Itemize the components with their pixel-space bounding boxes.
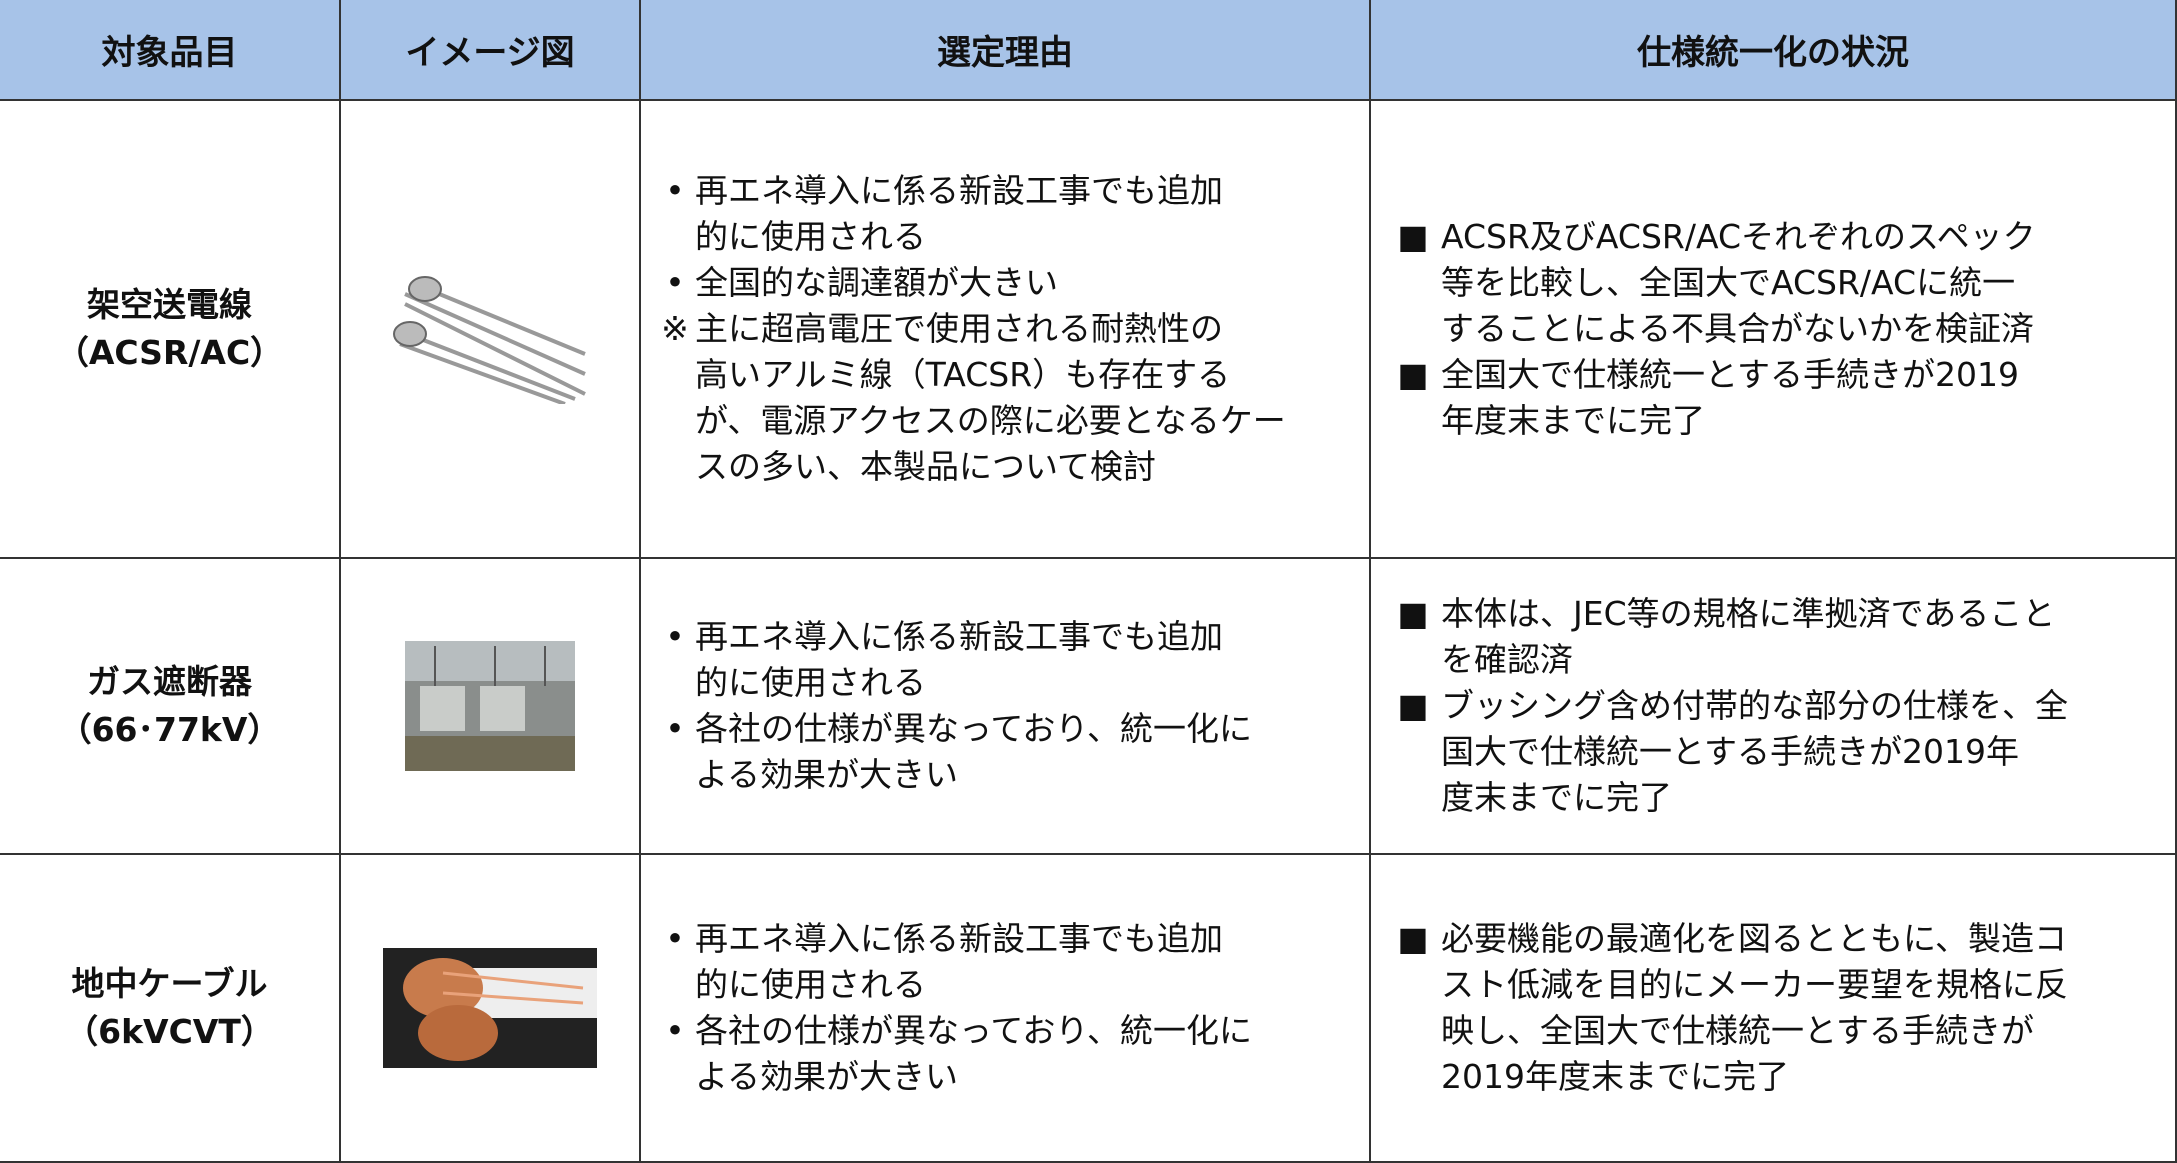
bullet-text: 再エネ導入に係る新設工事でも追加 的に使用される — [695, 168, 1223, 260]
bullet-marker: • — [665, 171, 685, 210]
bullet-marker: ※ — [661, 309, 689, 348]
text-line: 全国的な調達額が大きい — [695, 263, 1058, 302]
image-underground-cable — [383, 948, 597, 1068]
bullet-text: 必要機能の最適化を図るとともに、製造コ スト低減を目的にメーカー要望を規格に反 映し… — [1441, 916, 2068, 1100]
bullet-text: ブッシング含め付帯的な部分の仕様を、全 国大で仕様統一とする手続きが2019年 度末… — [1441, 683, 2068, 821]
text-line: 主に超高電圧で使用される耐熱性の — [695, 309, 1223, 348]
text-line: 映し、全国大で仕様統一とする手続きが — [1441, 1011, 2035, 1050]
bullet-item: • 再エネ導入に係る新設工事でも追加 的に使用される — [655, 614, 1369, 706]
item-name: 地中ケーブル — [71, 964, 268, 1003]
text-line: よる効果が大きい — [695, 755, 959, 794]
text-line: よる効果が大きい — [695, 1057, 959, 1096]
bullet-item: • 各社の仕様が異なっており、統一化に よる効果が大きい — [655, 706, 1369, 798]
text-line: 的に使用される — [695, 663, 926, 702]
text-line: ACSR及びACSR/ACそれぞれのスペック — [1441, 217, 2036, 256]
text-line: 年度末までに完了 — [1441, 401, 1705, 440]
text-line: 等を比較し、全国大でACSR/ACに統一 — [1441, 263, 2016, 302]
bullet-marker: • — [665, 263, 685, 302]
status-cell: ■ 本体は、JEC等の規格に準拠済であること を確認済 ■ ブッシング含め付帯的な部分の… — [1371, 559, 2177, 855]
reason-cell: • 再エネ導入に係る新設工事でも追加 的に使用される • 全国的な調達額が大きい ※ 主に超… — [641, 101, 1371, 559]
item-name: （66･77kV） — [58, 710, 281, 749]
bullet-text: 各社の仕様が異なっており、統一化に よる効果が大きい — [695, 706, 1252, 798]
bullet-marker: • — [665, 919, 685, 958]
text-line: 的に使用される — [695, 217, 926, 256]
bullet-marker: ■ — [1397, 686, 1429, 725]
bullet-marker: • — [665, 617, 685, 656]
reason-cell: • 再エネ導入に係る新設工事でも追加 的に使用される • 各社の仕様が異なっており、統一… — [641, 559, 1371, 855]
text-line: 各社の仕様が異なっており、統一化に — [695, 709, 1253, 748]
text-line: を確認済 — [1441, 640, 1573, 679]
bullet-text: ACSR及びACSR/ACそれぞれのスペック 等を比較し、全国大でACSR/ACに… — [1441, 214, 2036, 352]
text-line: 国大で仕様統一とする手続きが2019年 — [1441, 732, 2019, 771]
header-cell: 選定理由 — [641, 0, 1371, 101]
bullet-text: 再エネ導入に係る新設工事でも追加 的に使用される — [695, 614, 1223, 706]
bullet-item: • 再エネ導入に係る新設工事でも追加 的に使用される — [655, 168, 1369, 260]
text-line: 高いアルミ線（TACSR）も存在する — [695, 355, 1231, 394]
bullet-item: • 再エネ導入に係る新設工事でも追加 的に使用される — [655, 916, 1369, 1008]
bullet-marker: ■ — [1397, 594, 1429, 633]
header-cell: イメージ図 — [341, 0, 641, 101]
text-line: ブッシング含め付帯的な部分の仕様を、全 — [1441, 686, 2068, 725]
text-line: 再エネ導入に係る新設工事でも追加 — [695, 171, 1223, 210]
bullet-marker: • — [665, 1011, 685, 1050]
bullet-item: ■ ACSR及びACSR/ACそれぞれのスペック 等を比較し、全国大でACSR/AC… — [1385, 214, 2175, 352]
status-cell: ■ 必要機能の最適化を図るとともに、製造コ スト低減を目的にメーカー要望を規格に反映… — [1371, 855, 2177, 1163]
image-gas-breaker — [405, 641, 575, 771]
bullet-text: 各社の仕様が異なっており、統一化に よる効果が大きい — [695, 1008, 1252, 1100]
bullet-item: ■ 本体は、JEC等の規格に準拠済であること を確認済 — [1385, 591, 2175, 683]
text-line: 再エネ導入に係る新設工事でも追加 — [695, 617, 1223, 656]
image-cell — [341, 559, 641, 855]
item-cell: 架空送電線 （ACSR/AC） — [0, 101, 341, 559]
bullet-text: 全国的な調達額が大きい — [695, 260, 1058, 306]
item-cell: 地中ケーブル （6kVCVT） — [0, 855, 341, 1163]
text-line: 全国大で仕様統一とする手続きが2019 — [1441, 355, 2019, 394]
bullet-item: • 全国的な調達額が大きい — [655, 260, 1369, 306]
bullet-marker: ■ — [1397, 217, 1429, 256]
item-name: （6kVCVT） — [65, 1012, 274, 1051]
image-cell — [341, 101, 641, 559]
text-line: 再エネ導入に係る新設工事でも追加 — [695, 919, 1223, 958]
header-cell: 対象品目 — [0, 0, 341, 101]
header-cell: 仕様統一化の状況 — [1371, 0, 2177, 101]
bullet-item: • 各社の仕様が異なっており、統一化に よる効果が大きい — [655, 1008, 1369, 1100]
text-line: することによる不具合がないかを検証済 — [1441, 309, 2035, 348]
text-line: 的に使用される — [695, 965, 926, 1004]
text-line: が、電源アクセスの際に必要となるケー — [695, 401, 1286, 440]
item-cell: ガス遮断器 （66･77kV） — [0, 559, 341, 855]
item-name: 架空送電線 — [87, 285, 252, 324]
bullet-item: ※ 主に超高電圧で使用される耐熱性の 高いアルミ線（TACSR）も存在するが、電源ア… — [655, 306, 1369, 490]
bullet-text: 全国大で仕様統一とする手続きが2019 年度末までに完了 — [1441, 352, 2019, 444]
bullet-item: ■ ブッシング含め付帯的な部分の仕様を、全 国大で仕様統一とする手続きが2019年度… — [1385, 683, 2175, 821]
bullet-marker: ■ — [1397, 355, 1429, 394]
bullet-item: ■ 全国大で仕様統一とする手続きが2019 年度末までに完了 — [1385, 352, 2175, 444]
text-line: 2019年度末までに完了 — [1441, 1057, 1789, 1096]
text-line: 必要機能の最適化を図るとともに、製造コ — [1441, 919, 2068, 958]
text-line: スト低減を目的にメーカー要望を規格に反 — [1441, 965, 2068, 1004]
text-line: 各社の仕様が異なっており、統一化に — [695, 1011, 1253, 1050]
item-name: （ACSR/AC） — [55, 333, 284, 372]
text-line: スの多い、本製品について検討 — [695, 447, 1157, 486]
item-name: ガス遮断器 — [87, 662, 252, 701]
bullet-marker: • — [665, 709, 685, 748]
image-cell — [341, 855, 641, 1163]
text-line: 度末までに完了 — [1441, 778, 1672, 817]
image-overhead-wire — [393, 276, 586, 404]
text-line: 本体は、JEC等の規格に準拠済であること — [1441, 594, 2056, 633]
bullet-text: 本体は、JEC等の規格に準拠済であること を確認済 — [1441, 591, 2055, 683]
status-cell: ■ ACSR及びACSR/ACそれぞれのスペック 等を比較し、全国大でACSR/AC… — [1371, 101, 2177, 559]
reason-cell: • 再エネ導入に係る新設工事でも追加 的に使用される • 各社の仕様が異なっており、統一… — [641, 855, 1371, 1163]
bullet-text: 主に超高電圧で使用される耐熱性の 高いアルミ線（TACSR）も存在するが、電源アク… — [695, 306, 1286, 490]
bullet-marker: ■ — [1397, 919, 1429, 958]
bullet-item: ■ 必要機能の最適化を図るとともに、製造コ スト低減を目的にメーカー要望を規格に反映… — [1385, 916, 2175, 1100]
bullet-text: 再エネ導入に係る新設工事でも追加 的に使用される — [695, 916, 1223, 1008]
